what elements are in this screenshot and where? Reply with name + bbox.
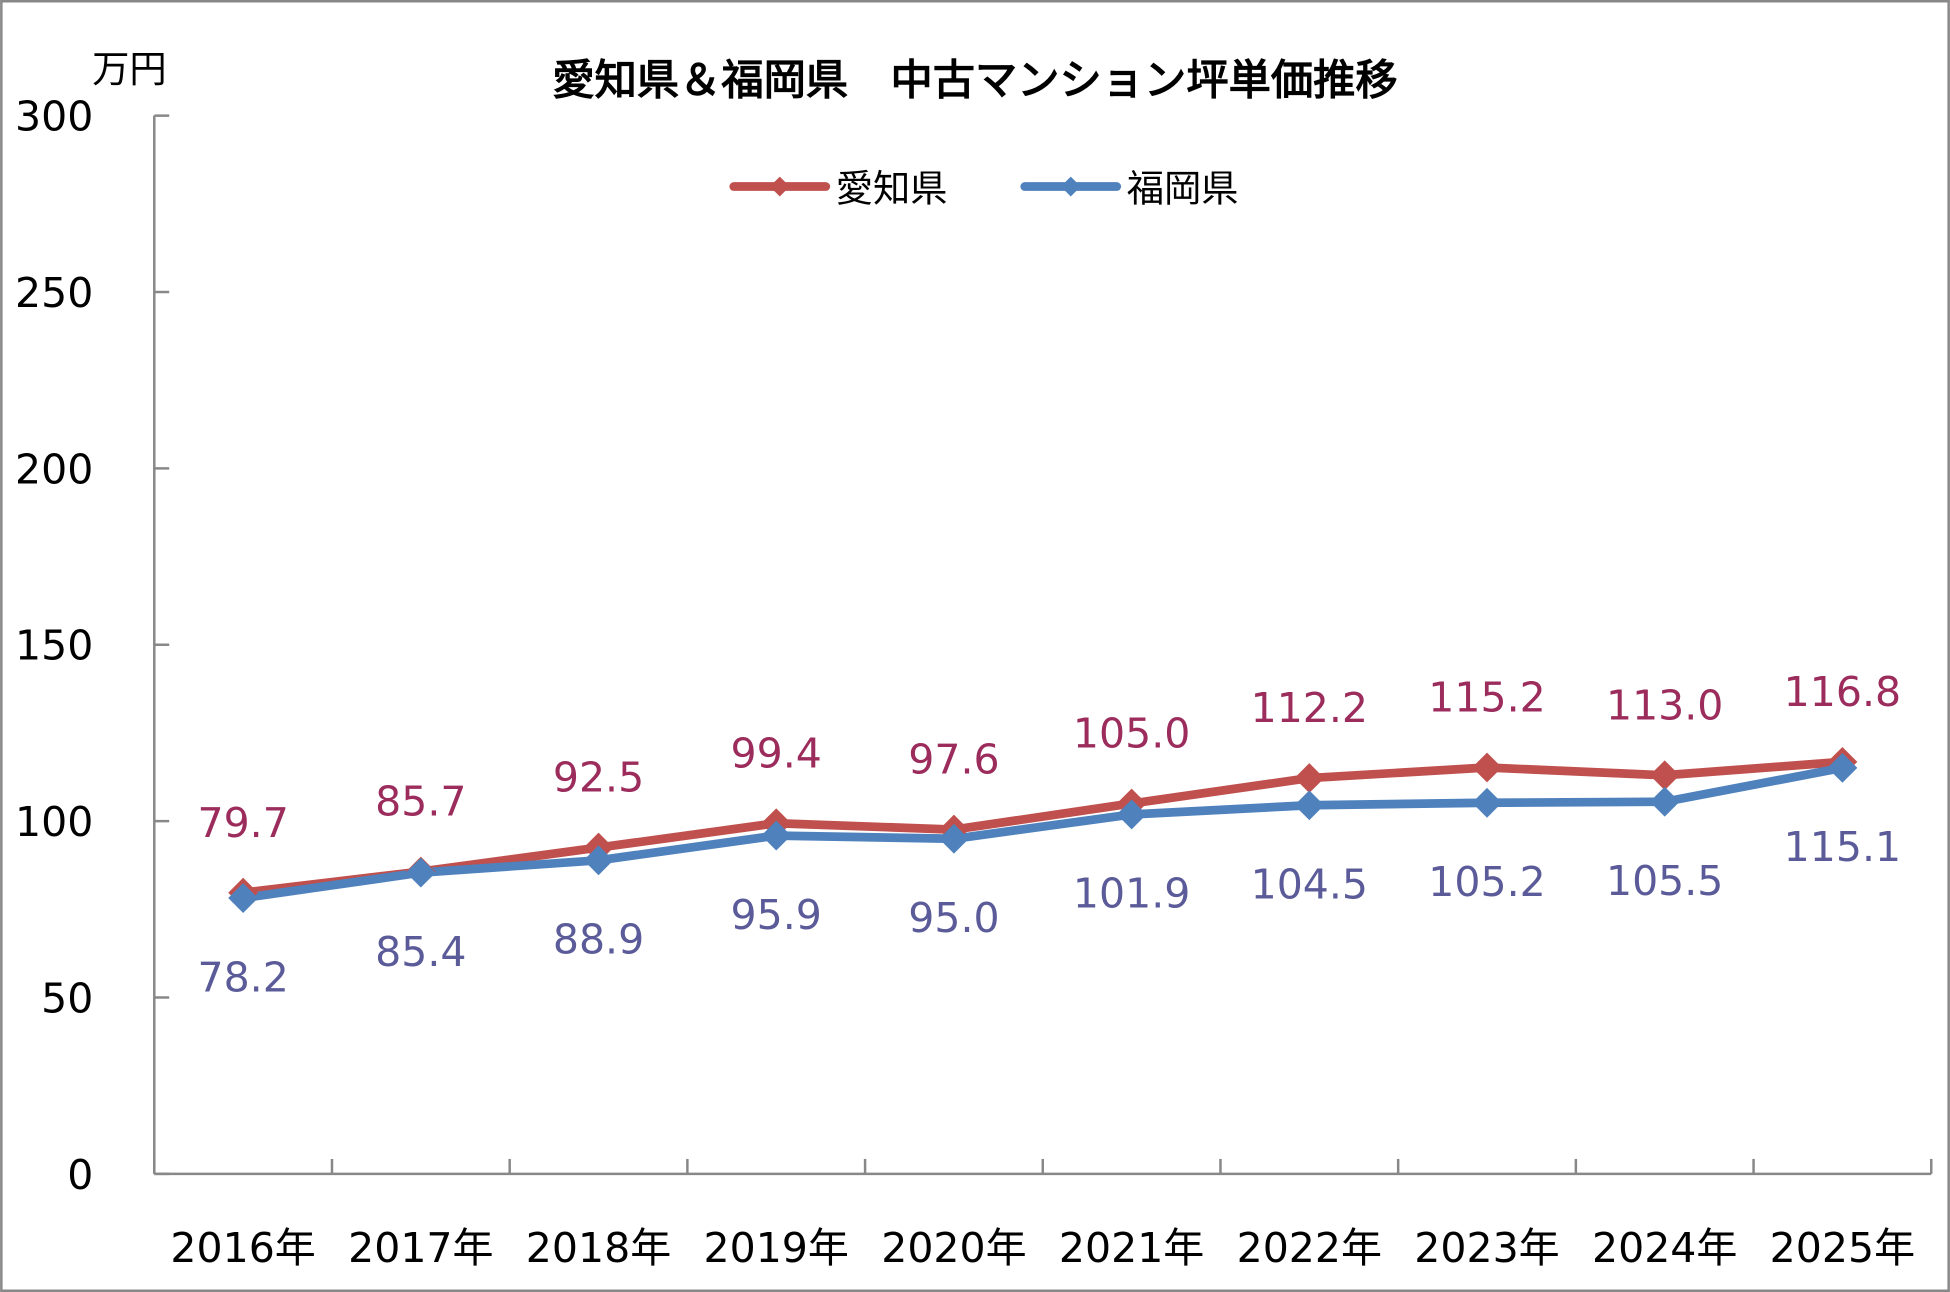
x-tick-label: 2023年 [1414,1224,1559,1272]
data-label: 85.4 [375,928,466,976]
x-tick-label: 2017年 [348,1224,493,1272]
y-tick-label: 150 [15,622,93,670]
data-label: 95.9 [731,891,822,939]
data-point-marker [1827,752,1858,783]
data-point-marker [1294,790,1325,821]
series-group: 79.7 85.7 92.5 99.4 97.6 105.0 112.2 115.2 113.0… [197,668,1901,1001]
data-label: 95.0 [908,894,999,942]
data-point-marker [228,883,259,913]
legend-label: 愛知県 [836,166,948,210]
data-label: 105.5 [1606,857,1723,905]
data-label: 105.2 [1428,858,1545,906]
data-label: 99.4 [731,729,822,777]
x-tick-label: 2020年 [881,1224,1026,1272]
x-tick-label: 2021年 [1059,1224,1204,1272]
y-tick-label: 0 [67,1151,93,1199]
data-label: 79.7 [197,799,288,847]
data-label: 97.6 [908,736,999,784]
data-label: 115.2 [1428,674,1545,722]
data-label: 88.9 [553,916,644,964]
data-point-marker [1472,752,1502,783]
data-point-marker [1649,786,1680,817]
legend-marker [1060,176,1081,197]
y-tick-label: 300 [15,93,93,141]
data-label: 101.9 [1073,870,1190,918]
series-line-1 [242,763,1844,903]
y-tick-label: 100 [15,798,93,846]
data-label: 78.2 [197,953,288,1001]
data-label: 112.2 [1251,684,1368,732]
x-tick-label: 2019年 [704,1224,849,1272]
legend: 愛知県 福岡県 [729,166,1239,210]
axes: 0 50 100 150 200 250 300 2016年 2017年 2018年 2019年 20… [15,93,1933,1272]
x-tick-label: 2018年 [526,1224,671,1272]
y-tick-label: 250 [15,269,93,317]
data-label: 115.1 [1784,823,1901,871]
y-tick-label: 50 [41,974,93,1022]
x-tick-label: 2016年 [170,1224,315,1272]
data-point-marker [1649,760,1680,791]
y-tick-label: 200 [15,445,93,493]
y-axis-unit-label: 万円 [92,47,167,91]
data-label: 105.0 [1073,710,1190,758]
data-label: 104.5 [1251,861,1368,909]
legend-label: 福岡県 [1127,166,1239,210]
data-label: 113.0 [1606,681,1723,729]
series-line-0 [242,757,1843,898]
x-tick-label: 2024年 [1592,1224,1737,1272]
x-tick-label: 2025年 [1770,1224,1915,1272]
x-tick-label: 2022年 [1237,1224,1382,1272]
data-label: 92.5 [553,754,644,802]
legend-marker [769,176,790,197]
chart-title: 愛知県＆福岡県 中古マンション坪単価推移 [552,56,1397,105]
data-label: 116.8 [1784,668,1901,716]
data-label: 85.7 [375,778,466,826]
